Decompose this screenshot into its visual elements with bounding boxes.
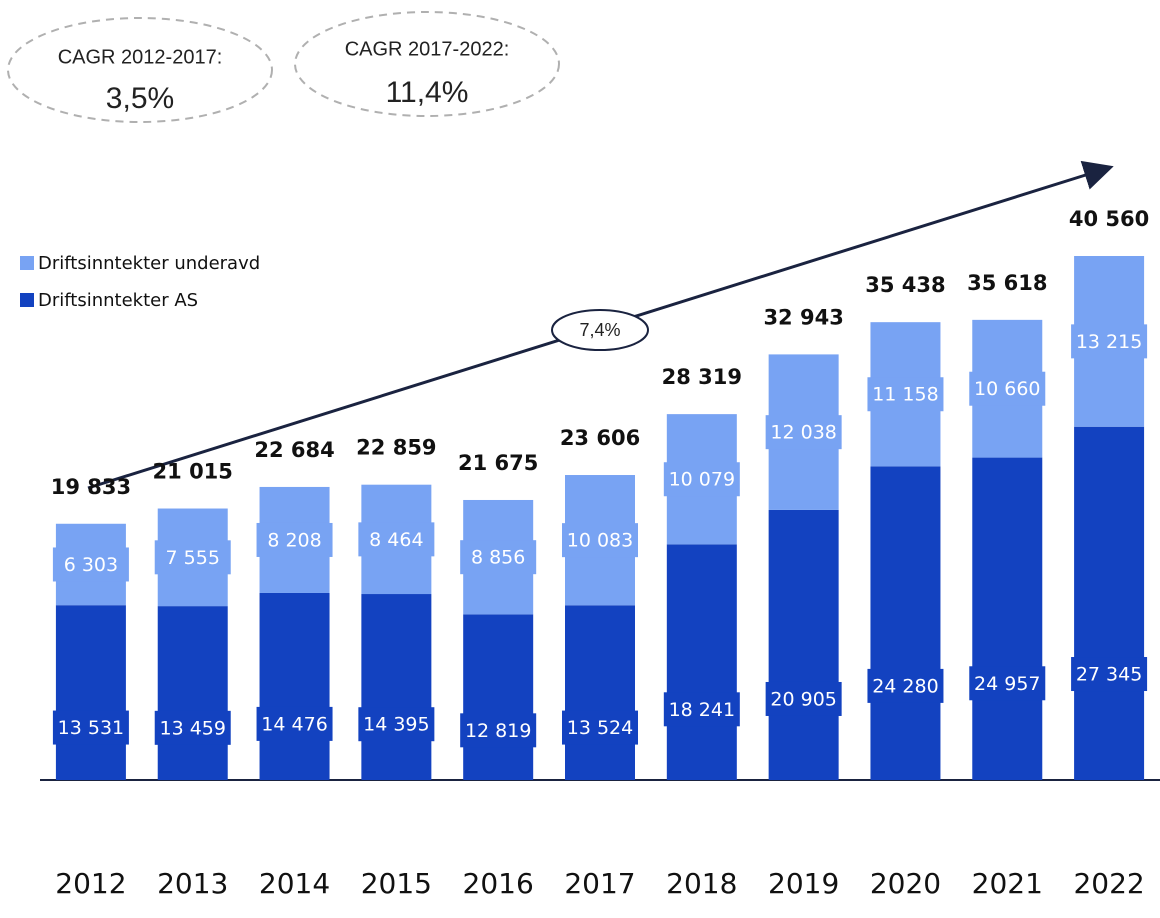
- label-box: [562, 710, 638, 745]
- total-label: 21 015: [153, 460, 233, 484]
- bar-segment: [666, 544, 737, 780]
- bar-segment: [870, 466, 941, 780]
- segment-label: 11 158: [872, 384, 938, 406]
- bar-segment: [55, 605, 126, 780]
- x-tick-label: 2021: [972, 867, 1043, 900]
- segment-label: 7 555: [166, 547, 220, 569]
- label-box: [154, 540, 231, 575]
- segment-label: 13 531: [58, 717, 124, 739]
- cagr-bubble: [294, 11, 560, 117]
- bar-segment: [768, 509, 839, 780]
- x-tick-label: 2016: [463, 867, 534, 900]
- annotation-value: 3,5%: [106, 82, 174, 115]
- total-label: 21 675: [458, 451, 538, 475]
- label-box: [256, 706, 333, 741]
- x-tick-label: 2020: [870, 867, 941, 900]
- bar-segment: [361, 594, 432, 780]
- legend-swatch: [20, 256, 34, 270]
- segment-label: 13 459: [159, 717, 225, 739]
- segment-label: 18 241: [669, 699, 735, 721]
- label-box: [765, 415, 842, 450]
- segment-label: 24 280: [872, 675, 938, 697]
- label-box: [765, 681, 842, 716]
- x-tick-label: 2012: [55, 867, 126, 900]
- segment-label: 6 303: [64, 554, 118, 576]
- x-tick-label: 2013: [157, 867, 228, 900]
- label-box: [1071, 657, 1148, 692]
- total-label: 35 438: [865, 273, 945, 297]
- label-box: [867, 377, 944, 412]
- segment-label: 8 208: [267, 529, 321, 551]
- x-tick-label: 2019: [768, 867, 839, 900]
- label-box: [562, 523, 638, 558]
- total-label: 32 943: [763, 305, 843, 329]
- total-label: 23 606: [560, 426, 640, 450]
- segment-label: 8 856: [471, 547, 525, 569]
- trend-bubble: [551, 309, 649, 351]
- legend-label: Driftsinntekter AS: [38, 290, 198, 311]
- label-box: [460, 713, 537, 748]
- annotation: CAGR 2017-2022:: [345, 38, 510, 60]
- annotation: CAGR 2012-2017:: [58, 46, 223, 68]
- label-box: [867, 668, 944, 703]
- x-tick-label: 2018: [666, 867, 737, 900]
- segment-label: 13 524: [567, 717, 633, 739]
- label-box: [663, 462, 740, 497]
- label-box: [1071, 324, 1148, 359]
- bar-segment: [565, 605, 635, 780]
- segment-label: 14 476: [261, 713, 327, 735]
- x-tick-label: 2017: [564, 867, 635, 900]
- legend-swatch: [20, 293, 34, 307]
- bar-segment: [1074, 426, 1145, 780]
- label-box: [969, 371, 1046, 406]
- segment-label: 13 215: [1076, 331, 1142, 353]
- x-tick-label: 2022: [1073, 867, 1144, 900]
- segment-label: 20 905: [770, 688, 836, 710]
- x-tick-label: 2015: [361, 867, 432, 900]
- annotation-value: 11,4%: [386, 76, 469, 109]
- total-label: 35 618: [967, 271, 1047, 295]
- legend-label: Driftsinntekter underavd: [38, 253, 260, 274]
- x-tick-label: 2014: [259, 867, 330, 900]
- total-label: 19 833: [51, 475, 131, 499]
- total-label: 40 560: [1069, 207, 1149, 231]
- bar-segment: [157, 606, 228, 780]
- segment-label: 24 957: [974, 673, 1040, 695]
- label-box: [256, 522, 333, 557]
- label-box: [154, 710, 231, 745]
- label-box: [358, 707, 435, 742]
- segment-label: 10 083: [567, 530, 633, 552]
- total-label: 28 319: [662, 365, 742, 389]
- trend-label: 7,4%: [579, 320, 620, 340]
- label-box: [52, 547, 129, 582]
- label-box: [969, 666, 1046, 701]
- total-label: 22 859: [356, 436, 436, 460]
- label-box: [358, 522, 435, 557]
- bar-segment: [463, 614, 534, 780]
- label-box: [460, 540, 537, 575]
- bar-segment: [259, 592, 330, 780]
- segment-label: 12 819: [465, 720, 531, 742]
- segment-label: 10 660: [974, 378, 1040, 400]
- segment-label: 8 464: [369, 529, 423, 551]
- segment-label: 27 345: [1076, 664, 1142, 686]
- label-box: [663, 692, 740, 727]
- label-box: [52, 710, 129, 745]
- bar-segment: [972, 457, 1043, 780]
- total-label: 22 684: [254, 438, 334, 462]
- segment-label: 12 038: [770, 422, 836, 444]
- segment-label: 14 395: [363, 714, 429, 736]
- segment-label: 10 079: [669, 469, 735, 491]
- cagr-bubble: [7, 17, 273, 123]
